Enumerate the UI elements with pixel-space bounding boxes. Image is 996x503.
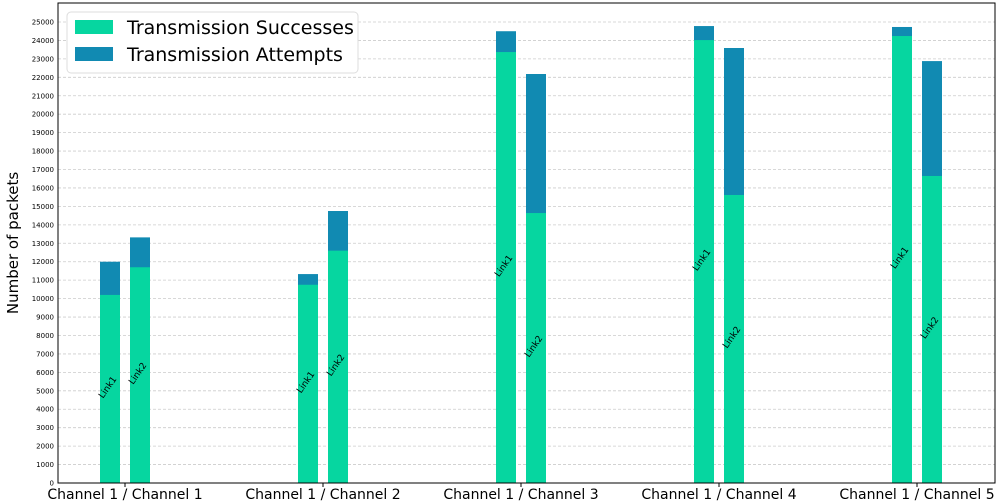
y-tick-label: 15000 bbox=[32, 203, 54, 211]
successes-bar bbox=[100, 294, 120, 483]
legend-label: Transmission Successes bbox=[126, 17, 354, 39]
successes-bar bbox=[526, 213, 546, 484]
y-tick-label: 4000 bbox=[36, 406, 54, 414]
y-tick-label: 6000 bbox=[36, 369, 54, 377]
successes-bar bbox=[694, 40, 714, 484]
successes-bar bbox=[298, 284, 318, 483]
legend-label: Transmission Attempts bbox=[126, 44, 343, 66]
y-tick-label: 21000 bbox=[32, 92, 54, 100]
successes-bar bbox=[130, 267, 150, 483]
x-tick-label: Channel 1 / Channel 2 bbox=[245, 487, 400, 503]
y-tick-label: 3000 bbox=[36, 424, 54, 432]
legend-swatch bbox=[75, 20, 113, 34]
legend-swatch bbox=[75, 47, 113, 61]
plot-frame bbox=[57, 2, 996, 484]
y-tick-label: 5000 bbox=[36, 387, 54, 395]
y-tick-label: 13000 bbox=[32, 240, 54, 248]
y-tick-label: 22000 bbox=[32, 74, 54, 82]
y-tick-label: 23000 bbox=[32, 55, 54, 63]
y-tick-label: 19000 bbox=[32, 129, 54, 137]
y-tick-label: 17000 bbox=[32, 166, 54, 174]
successes-bar bbox=[892, 36, 912, 483]
y-tick-label: 1000 bbox=[36, 461, 54, 469]
y-tick-label: 2000 bbox=[36, 443, 54, 451]
legend bbox=[66, 11, 359, 74]
x-tick-label: Channel 1 / Channel 3 bbox=[443, 487, 598, 503]
y-tick-label: 14000 bbox=[32, 221, 54, 229]
successes-bar bbox=[922, 175, 942, 483]
x-tick-label: Channel 1 / Channel 1 bbox=[47, 487, 202, 503]
x-tick-label: Channel 1 / Channel 5 bbox=[839, 487, 994, 503]
y-tick-label: 20000 bbox=[32, 111, 54, 119]
y-tick-label: 11000 bbox=[32, 277, 54, 285]
successes-bar bbox=[328, 250, 348, 483]
y-tick-label: 24000 bbox=[32, 37, 54, 45]
y-tick-label: 10000 bbox=[32, 295, 54, 303]
y-tick-label: 12000 bbox=[32, 258, 54, 266]
y-tick-label: 9000 bbox=[36, 314, 54, 322]
y-tick-label: 16000 bbox=[32, 184, 54, 192]
successes-bar bbox=[496, 52, 516, 484]
y-tick-label: 18000 bbox=[32, 148, 54, 156]
successes-bar bbox=[724, 194, 744, 483]
x-tick-label: Channel 1 / Channel 4 bbox=[641, 487, 796, 503]
y-tick-label: 25000 bbox=[32, 19, 54, 27]
y-tick-label: 0 bbox=[50, 480, 54, 488]
y-tick-label: 8000 bbox=[36, 332, 54, 340]
y-tick-label: 7000 bbox=[36, 350, 54, 358]
y-axis-label: Number of packets bbox=[4, 172, 22, 314]
